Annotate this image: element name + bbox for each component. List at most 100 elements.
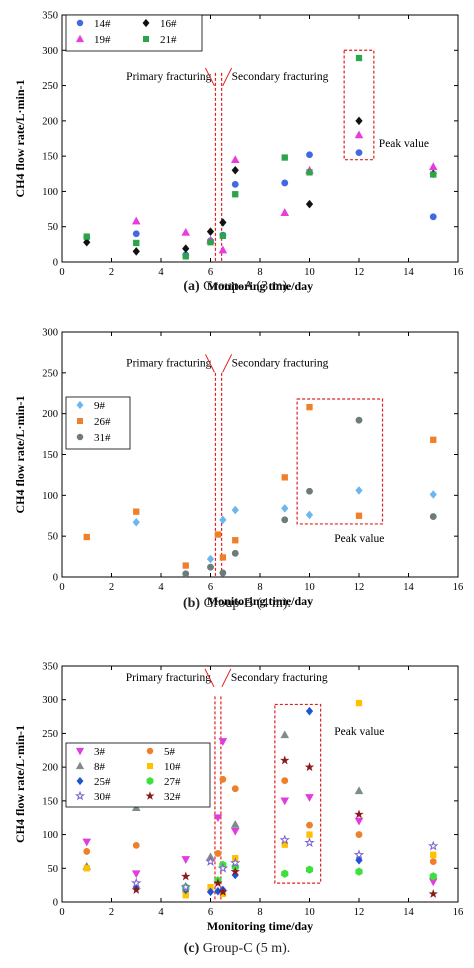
data-point [131,877,142,888]
data-point [304,837,315,848]
y-tick-label: 100 [42,830,58,841]
legend-marker [146,777,154,785]
y-tick-label: 300 [42,695,58,706]
annotation-secondary-fracturing: Secondary fracturing [231,672,328,684]
x-tick-label: 4 [158,267,164,278]
data-point [281,777,289,785]
x-tick-label: 8 [257,267,262,278]
series-26# [83,403,437,569]
data-point [230,866,240,876]
data-point [355,486,363,495]
annotation-peak-value: Peak value [334,533,384,545]
data-point [305,794,314,802]
data-point [430,436,437,443]
caption-b-text: Group-B (4 m). [203,596,292,611]
data-point [230,857,241,868]
legend-label: 10# [164,761,181,773]
data-point [132,841,140,849]
data-point [214,531,222,538]
peak-value-box [343,49,375,161]
data-point [133,508,140,515]
series-21# [83,54,437,260]
y-tick-label: 200 [42,116,58,127]
data-point [131,216,141,225]
x-tick-label: 6 [208,907,213,918]
caption-c: (c) Group-C (5 m). [0,941,474,957]
x-tick-label: 14 [403,582,414,593]
legend-box [65,742,211,808]
data-point [355,699,363,707]
data-point [306,169,313,176]
data-point [280,755,290,765]
y-axis-title: CH4 flow rate/L·min-1 [13,725,27,843]
data-point [182,562,189,569]
y-tick-label: 150 [42,450,58,461]
data-point [428,840,439,851]
caption-a-text: Group-A (3 m). [203,279,291,294]
legend-label: 5# [164,746,176,758]
chart-panel-1: 0 2 4 6 8 10 12 14 16 0 50 100 150 200 250 300 Monitorin… [13,328,463,609]
data-point [232,191,239,198]
x-tick-label: 0 [59,907,64,918]
data-point [83,865,90,872]
data-point [182,253,189,260]
legend-label: 30# [94,791,111,803]
data-point [230,155,240,164]
series-32# [131,755,438,898]
data-point [218,886,228,896]
legend-marker [77,417,84,424]
data-point [280,208,290,216]
data-point [206,887,215,897]
data-point [217,862,229,873]
data-point [281,474,288,481]
y-axis-title: CH4 flow rate/L·min-1 [13,80,27,198]
data-point [83,848,91,855]
data-point [206,227,215,236]
data-point [180,881,191,892]
data-point [304,762,315,772]
data-point [181,227,191,236]
legend-label: 19# [94,34,111,46]
data-point [305,865,314,874]
data-point [355,867,363,876]
chart-panel-0: 0 2 4 6 8 10 12 14 16 0 50 100 150 200 250 300 350 Monito… [13,11,463,294]
data-point [281,154,288,161]
y-tick-label: 50 [48,532,59,543]
legend-marker [147,762,154,769]
x-tick-label: 4 [158,907,164,918]
caption-a: (a) Group-A (3 m). [0,279,474,295]
annotation-arrow [205,354,215,373]
legend-label: 31# [94,432,111,444]
data-point [232,537,239,544]
x-tick-label: 16 [453,267,464,278]
legend-marker [145,791,155,800]
y-tick-label: 200 [42,763,58,774]
data-point [219,554,227,561]
data-point [133,239,140,247]
x-axis-title: Monitoring time/day [207,594,313,608]
y-axis-title: CH4 flow rate/L·min-1 [13,396,27,514]
annotation-arrow [222,67,233,87]
data-point [280,730,290,739]
data-point [132,230,140,238]
legend-marker [75,34,85,43]
legend-label: 32# [164,791,181,803]
x-axis-title: Monitoring time/day [207,279,313,293]
data-point [281,504,289,513]
series-31# [182,416,437,578]
data-point [83,237,91,247]
legend-marker [75,761,85,770]
annotation-primary-fracturing: Primary fracturing [126,357,212,369]
data-point [230,820,240,828]
data-point [213,878,223,888]
data-point [281,179,289,187]
data-point [219,515,227,525]
data-point [205,856,216,867]
data-point [306,821,313,829]
series-9# [132,486,437,564]
data-point [83,233,90,240]
data-point [355,149,363,157]
y-tick-label: 50 [48,864,59,875]
peak-value-box [296,398,384,525]
